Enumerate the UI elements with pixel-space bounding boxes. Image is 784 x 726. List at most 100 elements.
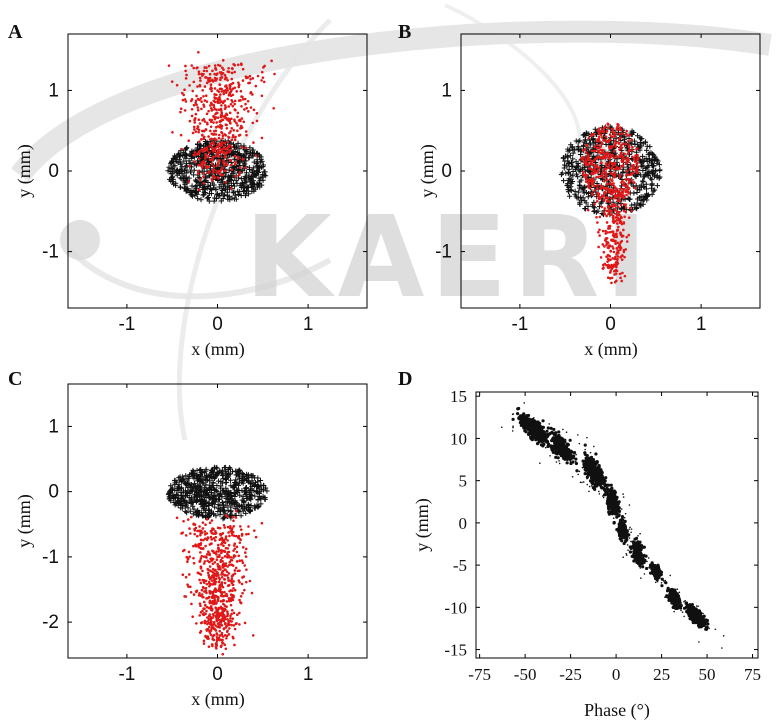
beam-particle-final (221, 556, 224, 560)
phase-space-point (541, 443, 545, 448)
beam-particle-final (234, 516, 238, 519)
beam-particle-final (182, 519, 185, 523)
phase-space-point (558, 462, 561, 465)
beam-particle-final (612, 264, 616, 268)
beam-particle-final (194, 590, 198, 593)
beam-particle-final (218, 98, 222, 102)
beam-particle-final (216, 153, 220, 157)
beam-particle-final (244, 146, 247, 150)
beam-particle-initial (222, 186, 228, 192)
beam-particle-final (212, 165, 216, 168)
phase-space-point (526, 413, 531, 418)
beam-particle-final (223, 555, 227, 558)
beam-particle-final (183, 88, 186, 92)
beam-particle-final (254, 535, 258, 539)
beam-particle-final (609, 138, 612, 141)
beam-particle-final (171, 130, 174, 134)
beam-particle-initial (219, 176, 225, 182)
phase-space-point (527, 427, 531, 431)
panel-a-ticks: -1 0 1-101 (42, 34, 367, 335)
beam-particle-final (618, 132, 622, 136)
beam-particle-final (230, 89, 233, 92)
beam-particle-final (235, 545, 239, 549)
beam-particle-final (213, 129, 216, 133)
beam-particle-final (605, 129, 609, 133)
beam-particle-final (215, 641, 218, 645)
beam-particle-final (248, 74, 252, 78)
beam-particle-final (621, 271, 624, 275)
beam-particle-final (199, 163, 203, 166)
beam-particle-final (239, 525, 242, 528)
beam-particle-final (584, 151, 588, 154)
beam-particle-final (227, 135, 230, 139)
beam-particle-final (220, 90, 224, 93)
beam-particle-final (592, 170, 596, 174)
beam-particle-final (607, 166, 610, 169)
beam-particle-final (220, 583, 223, 586)
beam-particle-final (604, 135, 608, 139)
beam-particle-initial (228, 174, 235, 180)
beam-particle-final (244, 75, 248, 78)
beam-particle-final (600, 142, 604, 146)
beam-particle-final (611, 203, 614, 207)
beam-particle-final (609, 188, 612, 192)
beam-particle-final (623, 215, 626, 219)
beam-particle-final (584, 158, 587, 162)
beam-particle-final (616, 257, 619, 261)
beam-particle-final (235, 90, 238, 93)
beam-particle-final (221, 173, 225, 177)
beam-particle-final (224, 562, 228, 565)
beam-particle-final (194, 99, 198, 103)
beam-particle-final (235, 560, 239, 563)
beam-particle-final (240, 559, 244, 562)
beam-particle-initial (189, 183, 195, 189)
beam-particle-final (183, 98, 187, 101)
beam-particle-final (606, 241, 610, 244)
beam-particle-final (219, 148, 223, 151)
beam-particle-final (593, 145, 596, 149)
beam-particle-final (635, 167, 639, 170)
beam-particle-final (616, 205, 620, 209)
beam-particle-final (217, 580, 221, 584)
beam-particle-final (214, 573, 217, 576)
beam-particle-final (626, 173, 630, 177)
beam-particle-final (614, 269, 618, 273)
beam-particle-final (211, 612, 215, 616)
beam-particle-final (593, 189, 596, 192)
beam-particle-final (206, 536, 210, 539)
beam-particle-initial (236, 163, 242, 169)
beam-particle-final (230, 138, 234, 142)
beam-particle-initial (231, 183, 238, 189)
beam-particle-final (228, 84, 231, 88)
beam-particle-final (216, 622, 220, 625)
beam-particle-final (248, 81, 251, 85)
phase-space-point (565, 457, 569, 461)
beam-particle-final (237, 173, 241, 177)
beam-particle-final (619, 187, 622, 191)
beam-particle-final (227, 579, 230, 582)
panel-d-frame (475, 391, 759, 659)
beam-particle-initial (181, 158, 187, 164)
beam-particle-initial (238, 192, 244, 199)
beam-particle-initial (191, 187, 197, 193)
beam-particle-final (208, 118, 212, 122)
beam-particle-final (630, 149, 634, 152)
beam-particle-initial (259, 171, 266, 178)
beam-particle-final (231, 134, 235, 137)
beam-particle-final (211, 635, 214, 638)
phase-space-point (529, 433, 532, 436)
beam-particle-final (627, 187, 631, 190)
beam-particle-final (190, 64, 194, 67)
phase-space-point (539, 462, 541, 464)
beam-particle-final (209, 535, 213, 539)
panel-c-xlabel: x (mm) (191, 689, 245, 710)
phase-space-point (552, 427, 556, 432)
beam-particle-initial (193, 178, 199, 184)
panel-c-xtick-label: 0 (212, 664, 223, 685)
beam-particle-final (226, 97, 229, 101)
beam-particle-final (613, 204, 617, 208)
beam-particle-final (175, 516, 179, 520)
beam-particle-final (628, 133, 631, 137)
beam-particle-final (622, 156, 625, 159)
beam-particle-initial (223, 480, 229, 486)
